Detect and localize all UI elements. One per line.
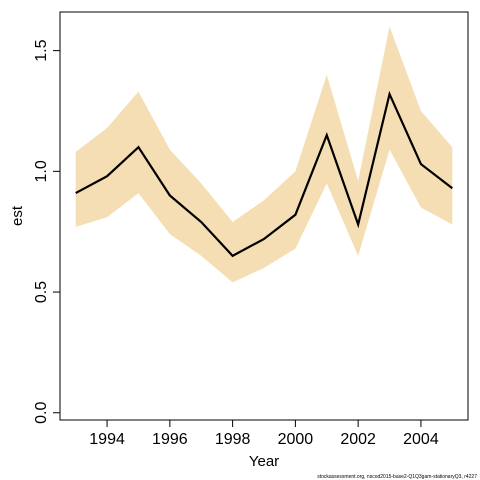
footer-note: stockassessment.org, nscod2015-base2-Q1Q… (317, 474, 477, 480)
y-tick-label: 1.0 (33, 160, 50, 182)
x-tick-label: 2000 (278, 431, 314, 448)
y-tick-label: 0.0 (33, 402, 50, 424)
x-axis: 1994 1996 1998 2000 2002 2004 (89, 419, 439, 448)
confidence-band (75, 26, 453, 283)
y-tick-label: 1.5 (33, 39, 50, 61)
y-axis-title: est (9, 205, 26, 226)
x-tick-label: 1996 (152, 431, 188, 448)
y-tick-label: 0.5 (33, 281, 50, 303)
estimate-line-layer (75, 90, 453, 258)
y-axis: 0.0 0.5 1.0 1.5 (33, 39, 61, 424)
x-tick-label: 2004 (403, 431, 439, 448)
x-tick-label: 1994 (89, 431, 125, 448)
x-axis-title: Year (249, 453, 279, 470)
x-tick-label: 2002 (340, 431, 376, 448)
x-tick-label: 1998 (215, 431, 251, 448)
confidence-band-layer (75, 26, 453, 283)
estimate-line (75, 90, 453, 258)
